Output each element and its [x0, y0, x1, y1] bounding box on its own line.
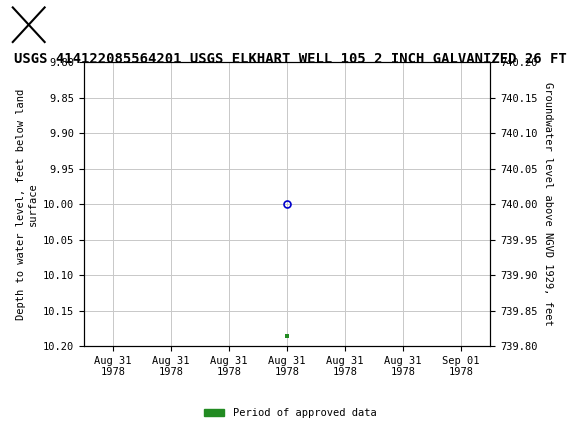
Text: USGS: USGS	[52, 16, 95, 34]
Y-axis label: Depth to water level, feet below land
surface: Depth to water level, feet below land su…	[16, 89, 38, 320]
Legend: Period of approved data: Period of approved data	[200, 404, 380, 423]
Y-axis label: Groundwater level above NGVD 1929, feet: Groundwater level above NGVD 1929, feet	[543, 83, 553, 326]
Text: USGS 414122085564201 USGS ELKHART WELL 105 2 INCH GALVANIZED 26 FT: USGS 414122085564201 USGS ELKHART WELL 1…	[13, 52, 567, 66]
FancyBboxPatch shape	[13, 7, 45, 42]
